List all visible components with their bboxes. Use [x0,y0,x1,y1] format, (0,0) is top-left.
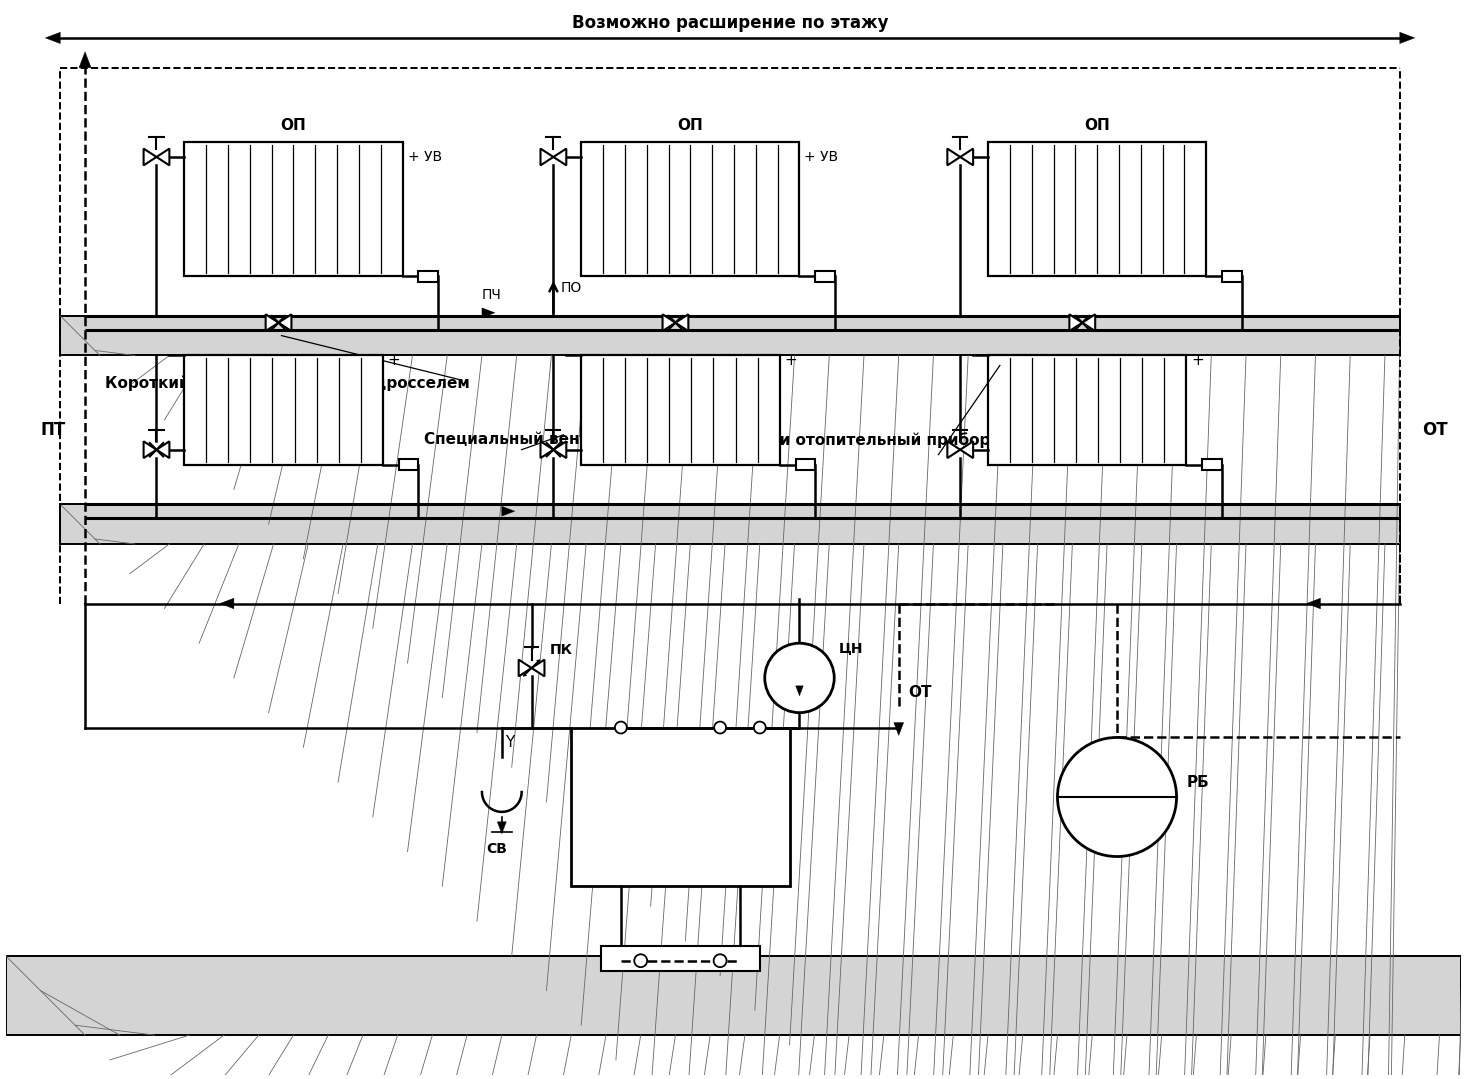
Bar [185,142,402,276]
Polygon shape [540,149,553,165]
Polygon shape [483,308,494,317]
Text: ПК: ПК [550,643,572,657]
Bar [418,271,439,282]
Text: ОП: ОП [678,119,703,133]
Bar [1203,460,1222,470]
Polygon shape [502,506,515,516]
Bar [6,956,1461,1035]
Text: Короткий обводной участок с дросселем: Короткий обводной участок с дросселем [106,375,469,391]
Circle shape [764,643,835,712]
Polygon shape [893,723,904,736]
Bar [987,355,1187,465]
Polygon shape [531,659,544,677]
Text: КТ: КТ [667,797,694,816]
Text: ПО: ПО [560,281,581,295]
Polygon shape [675,314,688,331]
Polygon shape [1307,598,1320,609]
Text: ЦН: ЦН [839,641,864,655]
Polygon shape [1400,32,1414,43]
Polygon shape [220,598,233,609]
Text: + УВ: + УВ [408,150,442,164]
Bar [1222,271,1243,282]
Text: РБ: РБ [1187,775,1209,790]
Bar [185,355,383,465]
Circle shape [713,954,726,967]
Polygon shape [663,314,675,331]
Text: ОТ: ОТ [1422,421,1448,439]
Polygon shape [519,659,531,677]
Text: СВ: СВ [487,842,508,856]
Text: +: + [387,353,400,368]
Polygon shape [266,314,279,331]
Text: ОП: ОП [1084,119,1111,133]
Bar [601,946,760,971]
Polygon shape [553,441,566,459]
Bar [60,316,1400,355]
Text: Специальный вентиль: Специальный вентиль [424,433,619,448]
Polygon shape [1069,314,1083,331]
Polygon shape [948,441,961,459]
Polygon shape [144,441,157,459]
Circle shape [754,722,766,734]
Circle shape [714,722,726,734]
Bar [987,142,1206,276]
Polygon shape [961,441,973,459]
Polygon shape [157,149,169,165]
Text: Y: Y [505,735,513,750]
Text: или отопительный прибор с глухим фланцем: или отопительный прибор с глухим фланцем [758,432,1159,448]
Circle shape [1058,737,1177,857]
Bar [816,271,835,282]
Polygon shape [144,149,157,165]
Polygon shape [279,314,292,331]
Text: + УВ: + УВ [804,150,839,164]
Polygon shape [157,441,169,459]
Polygon shape [795,686,804,696]
Polygon shape [79,52,91,68]
Bar [795,460,816,470]
Polygon shape [45,32,60,43]
Polygon shape [553,149,566,165]
Text: ПЧ: ПЧ [483,288,502,302]
Bar [60,504,1400,544]
Polygon shape [524,673,527,675]
Polygon shape [1083,314,1096,331]
Polygon shape [537,660,540,663]
Text: Возможно расширение по этажу: Возможно расширение по этажу [572,14,889,32]
Bar [581,142,800,276]
Bar [581,355,779,465]
Bar [399,460,418,470]
Text: ПТ: ПТ [41,421,66,439]
Polygon shape [497,822,506,834]
Polygon shape [948,149,961,165]
Circle shape [615,722,626,734]
Bar [571,727,789,886]
Text: +: + [785,353,798,368]
Polygon shape [540,441,553,459]
Polygon shape [961,149,973,165]
Text: +: + [1191,353,1204,368]
Text: ОТ: ОТ [908,685,932,700]
Circle shape [634,954,647,967]
Text: ОП: ОП [280,119,307,133]
